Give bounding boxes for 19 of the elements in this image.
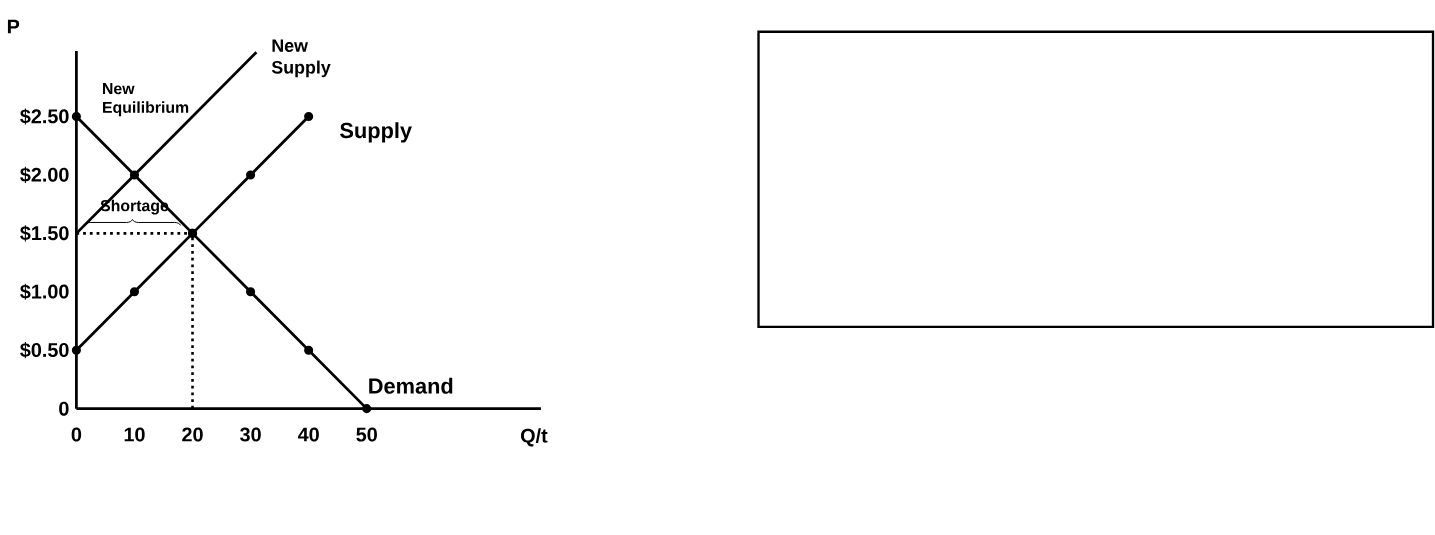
y-tick-label: 0: [59, 401, 69, 416]
annotation: New Equilibrium: [103, 83, 189, 117]
y-tick-label: $0.50: [20, 342, 69, 359]
x-tick-label: 20: [182, 427, 203, 442]
y-axis-title: P: [7, 19, 20, 34]
series-label: New Supply: [271, 39, 331, 78]
y-tick-label: $2.50: [20, 108, 69, 125]
y-tick-label: $1.00: [20, 283, 69, 300]
x-tick-label: 30: [240, 427, 261, 442]
y-tick-label: $1.50: [20, 225, 69, 242]
x-tick-label: 0: [71, 427, 82, 442]
y-tick-label: $2.00: [20, 166, 69, 184]
series-label: Demand: [369, 377, 453, 394]
annotation: Shortage: [100, 199, 169, 215]
x-tick-label: 10: [124, 427, 145, 442]
x-tick-label: 40: [297, 427, 319, 442]
x-tick-label: 50: [356, 427, 377, 442]
series-label: Supply: [340, 122, 412, 143]
x-axis-title: Q/t: [521, 428, 548, 447]
